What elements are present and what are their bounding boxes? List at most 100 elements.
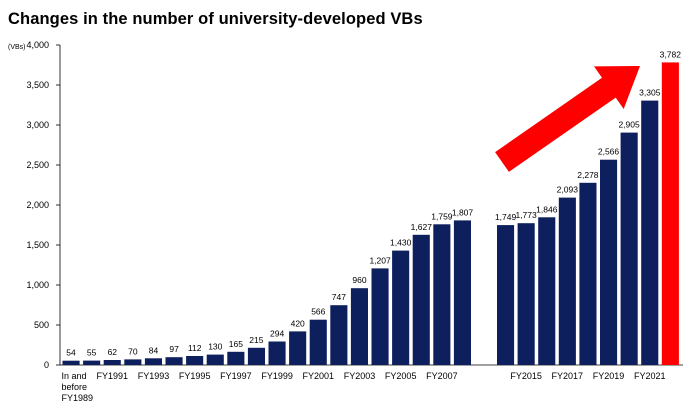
x-tick-label: FY2005 [385,371,417,381]
x-tick-label-line: FY2015 [510,371,542,381]
data-label: 1,430 [390,238,412,248]
x-tick-label: FY1995 [179,371,211,381]
x-tick-label: FY1993 [138,371,170,381]
bar [268,341,286,365]
y-tick-label: 2,500 [26,160,49,170]
x-tick-label-line: FY2019 [593,371,625,381]
y-tick-label: 0 [44,360,49,370]
data-label: 294 [270,329,284,339]
x-tick-label-line: FY1991 [97,371,129,381]
bar [62,360,80,365]
bar [83,360,101,365]
x-tick-label: FY2015 [510,371,542,381]
bar [165,357,183,365]
bar [144,358,162,365]
bar [517,223,535,365]
x-tick-label-line: FY1993 [138,371,170,381]
bar [124,359,142,365]
bar [641,100,659,365]
data-label: 215 [249,335,263,345]
data-label: 130 [208,342,222,352]
x-tick-label: FY2017 [552,371,584,381]
data-label: 960 [352,275,366,285]
bar [206,354,224,365]
bar [453,220,471,365]
y-tick-label: 2,000 [26,200,49,210]
data-label: 1,846 [536,204,558,214]
x-tick-label-line: In and [62,371,87,381]
x-tick-label-line: FY1999 [261,371,293,381]
bar [558,197,576,365]
x-tick-label: FY2003 [344,371,376,381]
x-tick-label-line: FY2005 [385,371,417,381]
bar [392,250,410,365]
x-tick-label-line: FY2017 [552,371,584,381]
x-tick-label-line: FY2003 [344,371,376,381]
y-tick-label: 500 [34,320,49,330]
bar [330,305,348,365]
data-label: 420 [291,318,305,328]
bar [579,182,597,365]
x-tick-label: FY2021 [634,371,666,381]
bar [227,351,245,365]
data-label: 165 [229,339,243,349]
data-label: 2,093 [557,185,579,195]
data-label: 1,627 [411,222,433,232]
y-tick-label: 3,000 [26,120,49,130]
x-tick-label: FY1991 [97,371,129,381]
x-tick-label-line: FY2021 [634,371,666,381]
data-label: 62 [108,347,118,357]
bar [538,217,556,365]
bar [620,132,638,365]
data-label: 1,749 [495,212,517,222]
x-tick-label: FY1997 [220,371,252,381]
data-label: 3,305 [639,88,661,98]
data-label: 3,782 [660,49,682,59]
x-tick-label: In and before FY1989 [62,371,94,403]
data-label: 84 [149,345,159,355]
chart-title: Changes in the number of university-deve… [8,10,423,28]
data-label: 112 [188,343,202,353]
x-tick-label-line: before [62,382,88,392]
y-tick-label: 4,000 [26,40,49,50]
bar [309,319,327,365]
data-label: 1,207 [369,255,391,265]
data-label: 2,566 [598,147,620,157]
y-tick-label: 1,500 [26,240,49,250]
data-label: 2,278 [577,170,599,180]
bar [350,288,368,365]
data-label: 747 [332,292,346,302]
bar [371,268,389,365]
x-tick-label: FY2019 [593,371,625,381]
bar [103,360,121,365]
bar [186,356,204,365]
y-tick-label: 3,500 [26,80,49,90]
x-tick-label-line: FY1995 [179,371,211,381]
x-tick-label-line: FY2007 [426,371,458,381]
y-tick-label: 1,000 [26,280,49,290]
bar [497,225,515,365]
bar [247,347,265,365]
data-label: 1,759 [431,211,453,221]
x-tick-label: FY2007 [426,371,458,381]
bar [600,159,618,365]
bar [433,224,451,365]
data-label: 1,807 [452,207,474,217]
data-label: 54 [66,348,76,358]
bar [289,331,307,365]
y-unit-label: (VBs) [8,44,26,51]
x-tick-label: FY1999 [261,371,293,381]
x-tick-label-line: FY2001 [303,371,335,381]
data-label: 2,905 [618,120,640,130]
data-label: 1,773 [515,210,537,220]
bar [412,234,430,365]
data-label: 70 [128,346,138,356]
data-label: 97 [169,344,179,354]
x-tick-label: FY2001 [303,371,335,381]
x-tick-label-line: FY1997 [220,371,252,381]
trend-arrow-icon [495,66,640,172]
x-tick-label-line: FY1989 [62,393,94,403]
bar-highlight [661,62,679,366]
